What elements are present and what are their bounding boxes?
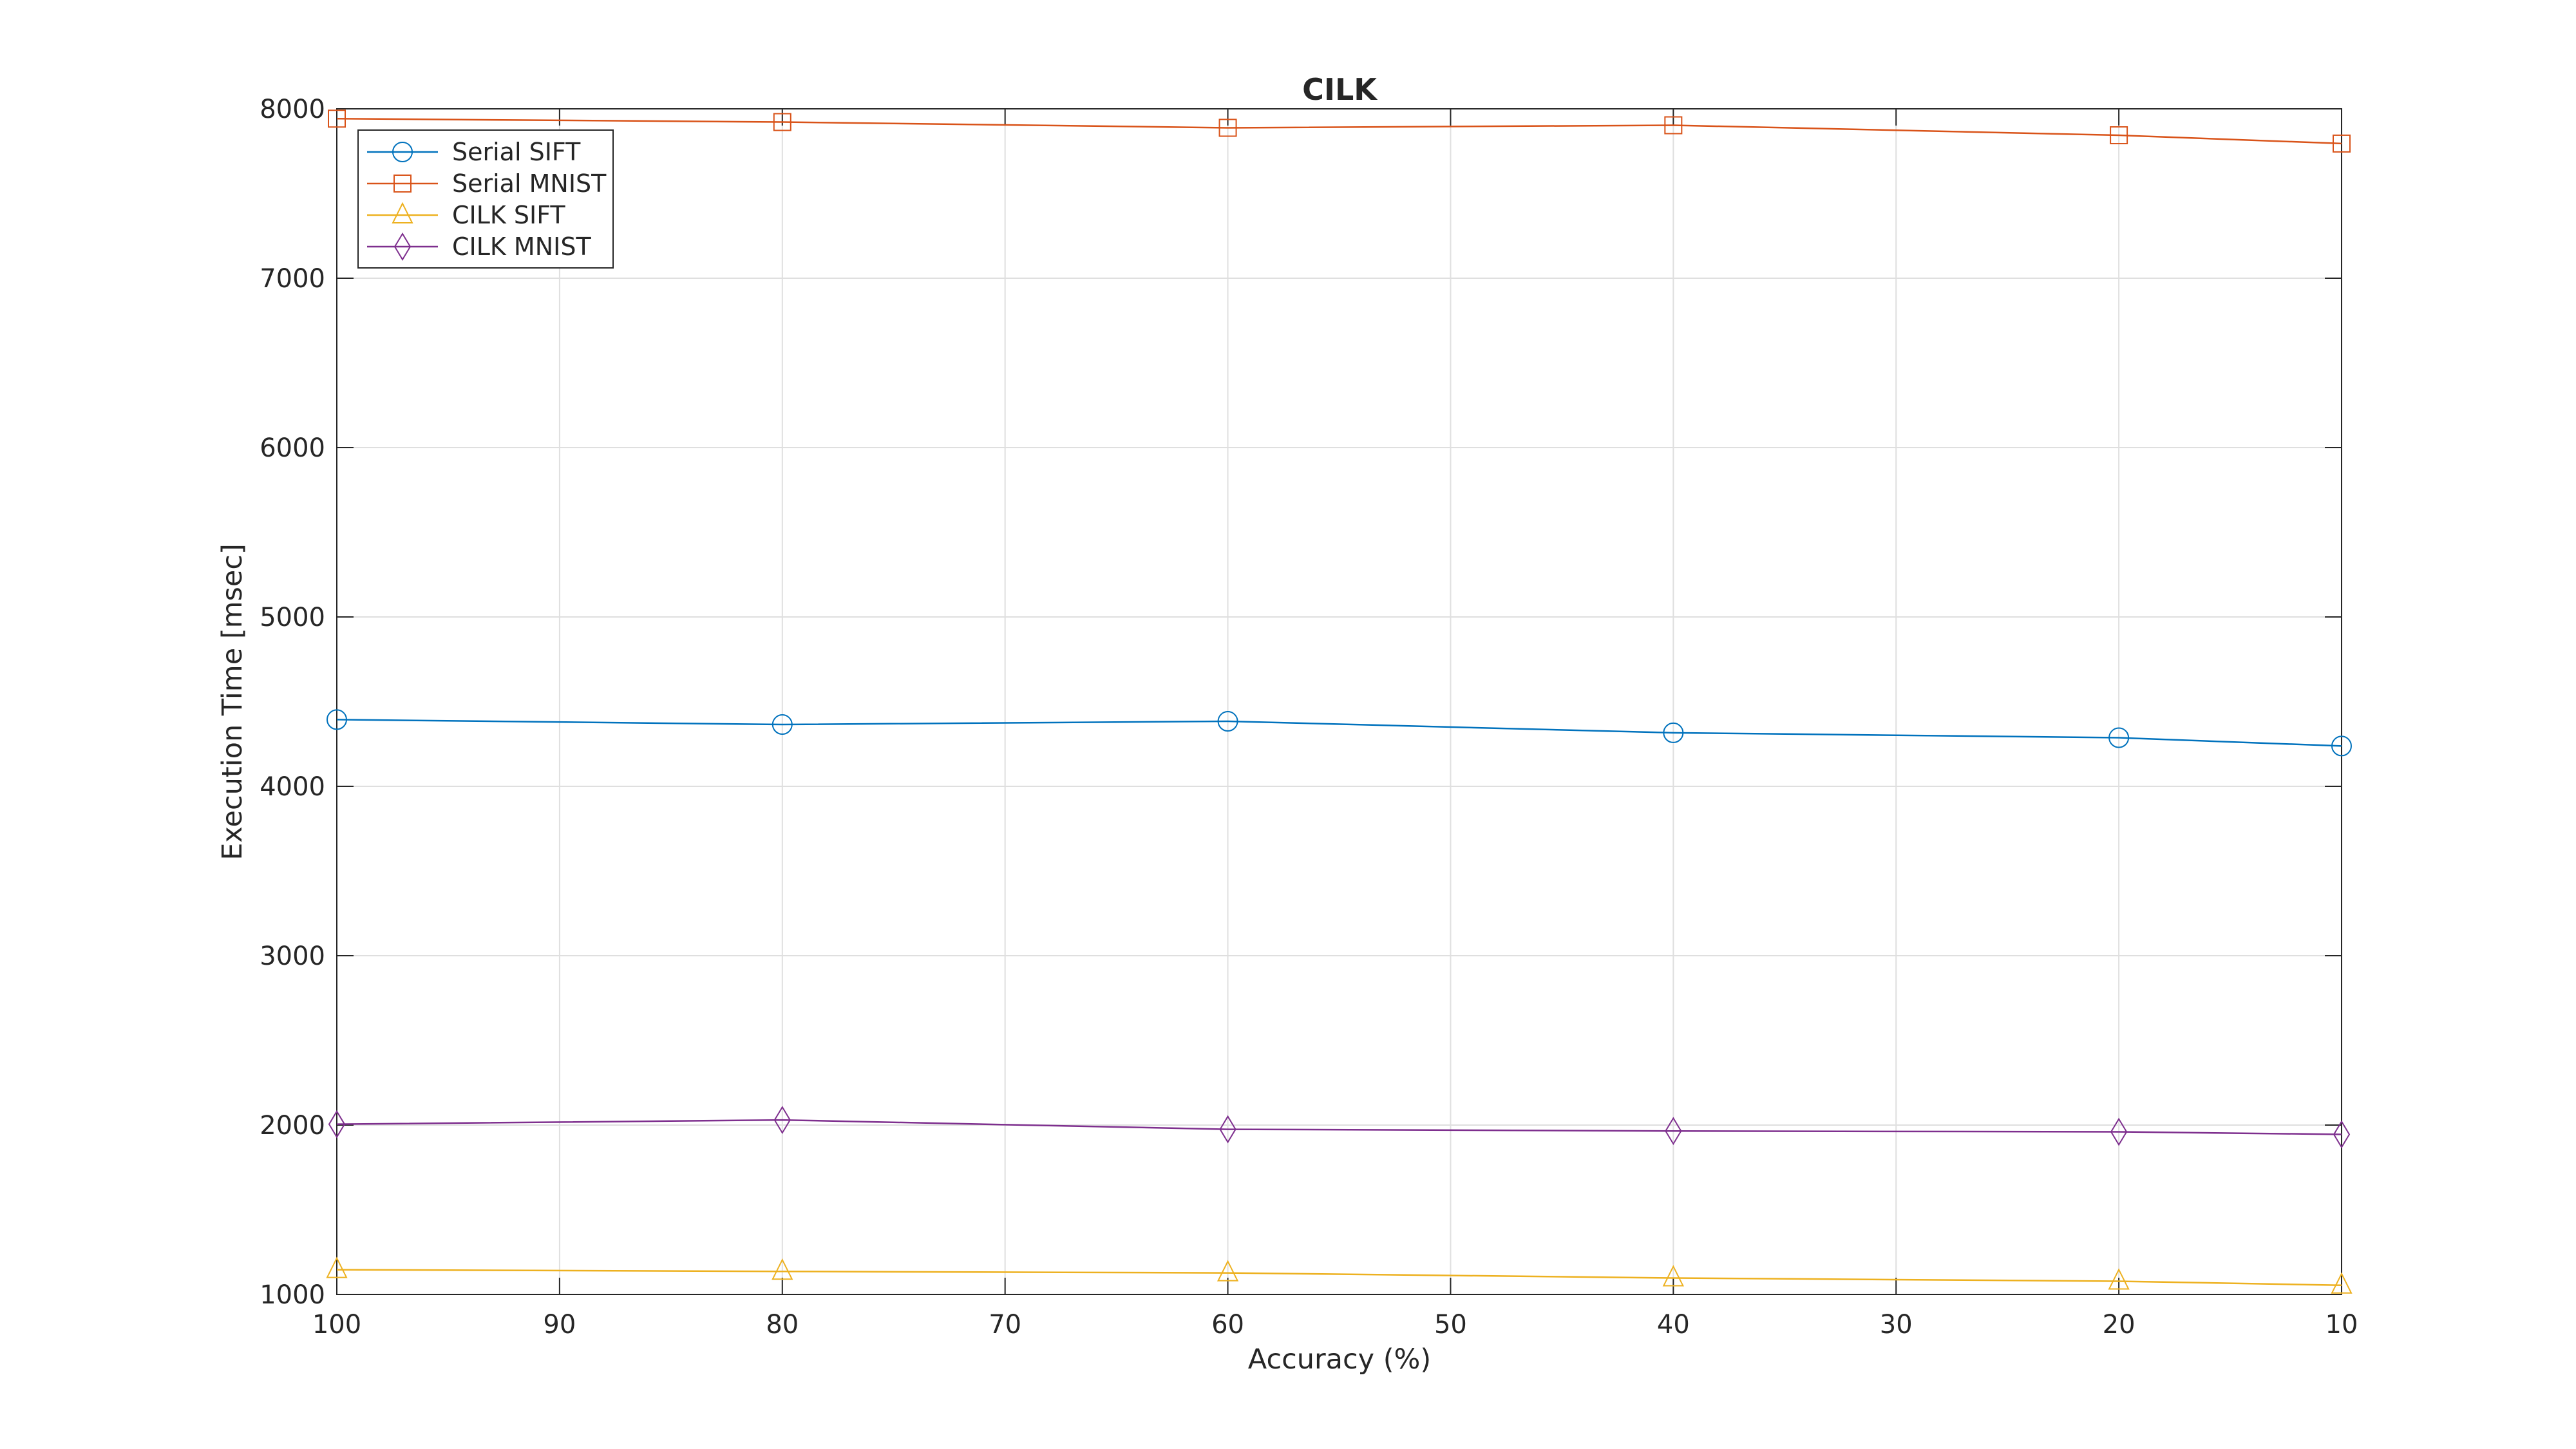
data-point (2110, 1117, 2128, 1146)
series-line (336, 118, 2342, 145)
legend-marker (392, 142, 413, 162)
data-point (1217, 1260, 1239, 1282)
legend-label: Serial MNIST (452, 169, 607, 198)
x-tick-label: 80 (766, 1310, 799, 1340)
data-point (2333, 134, 2351, 153)
data-point (1665, 1117, 1682, 1146)
series-cilk-sift (326, 1256, 2353, 1294)
legend-label: CILK SIFT (452, 201, 565, 229)
chart-title: CILK (1302, 72, 1378, 107)
x-tick-label: 10 (2325, 1310, 2358, 1340)
x-tick-label: 30 (1880, 1310, 1913, 1340)
y-tick-label: 2000 (260, 1111, 325, 1141)
x-tick-label: 90 (543, 1310, 576, 1340)
series-serial-sift (327, 709, 2352, 757)
axis-ticks: 100 90 80 70 60 50 40 30 20 10 1000 2000 3000 4000 500… (260, 95, 2358, 1340)
x-tick-label: 20 (2103, 1310, 2136, 1340)
x-tick-label: 60 (1211, 1310, 1244, 1340)
data-point (1662, 1265, 1684, 1287)
legend-marker (393, 232, 412, 261)
legend-item: Serial MNIST (367, 169, 607, 198)
series-line (336, 1269, 2342, 1287)
y-tick-label: 5000 (260, 603, 325, 632)
data-point (2331, 1272, 2353, 1294)
data-point (1664, 116, 1683, 135)
legend-label: CILK MNIST (452, 232, 591, 261)
legend-marker (392, 202, 413, 223)
y-tick-label: 6000 (260, 433, 325, 463)
data-point (328, 1110, 346, 1139)
x-tick-label: 100 (312, 1310, 361, 1340)
plot-area (336, 108, 2342, 1295)
legend-item: CILK MNIST (367, 232, 591, 261)
data-point (328, 109, 346, 128)
x-axis-label: Accuracy (%) (1248, 1343, 1431, 1376)
data-point (2108, 1268, 2130, 1290)
legend-item: CILK SIFT (367, 201, 565, 229)
y-tick-label: 7000 (260, 264, 325, 294)
x-tick-label: 50 (1434, 1310, 1467, 1340)
y-axis-label: Execution Time [msec] (216, 544, 249, 860)
data-point (772, 714, 793, 735)
x-tick-label: 40 (1657, 1310, 1690, 1340)
data-point (327, 709, 347, 730)
x-tick-label: 70 (989, 1310, 1021, 1340)
data-point (326, 1256, 348, 1278)
legend-marker (393, 175, 412, 193)
legend-box (357, 129, 614, 269)
data-point (2333, 1120, 2351, 1149)
series-line (336, 1119, 2342, 1135)
legend: Serial SIFT Serial MNIST CILK SIFT CILK MNI… (357, 129, 614, 269)
data-point (1218, 118, 1237, 137)
legend-item: Serial SIFT (367, 138, 581, 166)
y-tick-label: 1000 (260, 1280, 325, 1310)
data-point (772, 1258, 793, 1280)
series-line (336, 719, 2342, 747)
data-point (2331, 735, 2352, 757)
y-tick-label: 8000 (260, 95, 325, 124)
data-point (1217, 711, 1238, 732)
data-point (1663, 722, 1684, 743)
data-point (773, 113, 791, 131)
series-group (326, 109, 2353, 1294)
data-point (2108, 727, 2130, 748)
data-point (2110, 126, 2128, 145)
grid (336, 108, 2342, 1295)
y-tick-label: 4000 (260, 772, 325, 802)
y-tick-label: 3000 (260, 942, 325, 971)
data-point (1219, 1115, 1236, 1144)
series-cilk-mnist (328, 1106, 2351, 1149)
data-point (773, 1106, 791, 1135)
series-serial-mnist (328, 109, 2351, 153)
legend-label: Serial SIFT (452, 138, 581, 166)
